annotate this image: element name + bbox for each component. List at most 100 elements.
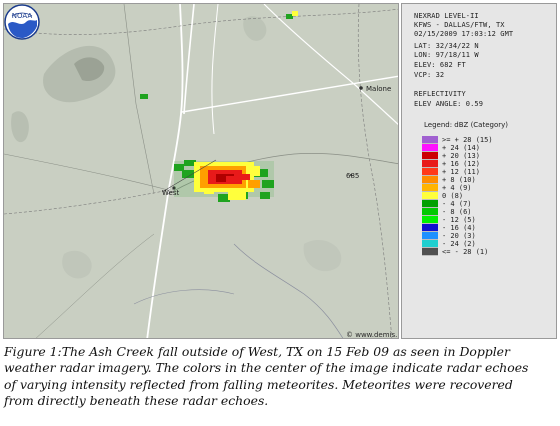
highway bbox=[183, 4, 195, 115]
radar-site: KFWS - DALLAS/FTW, TX bbox=[414, 21, 505, 29]
road bbox=[211, 4, 219, 135]
legend-label: <= - 28 (1) bbox=[442, 248, 489, 256]
legend-label: + 12 (11) bbox=[442, 168, 480, 176]
legend-swatch bbox=[422, 248, 438, 256]
legend-row: + 8 (10) bbox=[422, 176, 532, 184]
caption-line: weather radar imagery. The colors in the… bbox=[4, 360, 529, 376]
highway bbox=[181, 75, 398, 113]
echo-red bbox=[242, 174, 250, 180]
creek bbox=[133, 289, 235, 305]
legend-swatch bbox=[422, 240, 438, 248]
legend-row: + 24 (14) bbox=[422, 144, 532, 152]
legend-label: + 20 (13) bbox=[442, 152, 480, 160]
radar-echo-cluster bbox=[174, 160, 274, 202]
echo-green-small bbox=[286, 14, 293, 19]
legend-swatch bbox=[422, 200, 438, 208]
road bbox=[161, 159, 217, 193]
legend-label: + 8 (10) bbox=[442, 176, 476, 184]
legend-row: - 24 (2) bbox=[422, 240, 532, 248]
legend-swatch bbox=[422, 224, 438, 232]
echo-green bbox=[260, 192, 270, 199]
terrain-patch bbox=[303, 239, 342, 272]
map-background bbox=[4, 4, 398, 338]
echo-red bbox=[226, 176, 238, 184]
legend-label: - 4 (7) bbox=[442, 200, 472, 208]
echo-yellow bbox=[228, 190, 246, 200]
site-elevation: ELEV: 682 FT bbox=[414, 61, 466, 69]
echo-green bbox=[262, 180, 274, 188]
figure-caption: Figure 1:The Ash Creek fall outside of W… bbox=[4, 344, 556, 410]
echo-green bbox=[218, 194, 230, 202]
legend-row: - 8 (6) bbox=[422, 208, 532, 216]
echo-green bbox=[182, 170, 196, 178]
town-label-malone: Malone bbox=[366, 85, 392, 93]
legend-swatch bbox=[422, 192, 438, 200]
road bbox=[4, 153, 169, 191]
echo-green bbox=[254, 169, 268, 177]
legend-label: >= + 28 (15) bbox=[442, 136, 493, 144]
legend-label: + 16 (12) bbox=[442, 160, 480, 168]
legend-swatch bbox=[422, 208, 438, 216]
legend-label: 0 (8) bbox=[442, 192, 464, 200]
site-longitude: LON: 97/18/11 W bbox=[414, 51, 479, 59]
town-label-west: West bbox=[162, 189, 180, 197]
caption-line: of varying intensity reflected from fall… bbox=[4, 376, 513, 392]
legend-row: + 4 (9) bbox=[422, 184, 532, 192]
legend-swatch bbox=[422, 176, 438, 184]
town-dot-west bbox=[172, 186, 176, 190]
legend-swatch bbox=[422, 136, 438, 144]
terrain-patch bbox=[243, 16, 267, 41]
scan-timestamp: 02/15/2009 17:03:12 GMT bbox=[414, 30, 514, 38]
product-name: NEXRAD LEVEL-II bbox=[414, 12, 479, 20]
legend-swatch bbox=[422, 216, 438, 224]
echo-yellow-small bbox=[292, 11, 298, 16]
legend-row: <= - 28 (1) bbox=[422, 248, 532, 256]
echo-orange bbox=[248, 180, 260, 188]
legend-row: + 16 (12) bbox=[422, 160, 532, 168]
legend-label: + 24 (14) bbox=[442, 144, 480, 152]
caption-line: from directly beneath these radar echoes… bbox=[4, 393, 269, 409]
caption-line: Figure 1:The Ash Creek fall outside of W… bbox=[4, 344, 510, 359]
legend-label: - 16 (4) bbox=[442, 224, 476, 232]
echo-yellow bbox=[204, 188, 214, 194]
legend-title: Legend: dBZ (Category) bbox=[424, 121, 508, 129]
legend-swatch bbox=[422, 160, 438, 168]
legend-row: + 12 (11) bbox=[422, 168, 532, 176]
town-dot-685 bbox=[350, 174, 352, 176]
site-latitude: LAT: 32/34/22 N bbox=[414, 42, 479, 50]
legend-row: - 4 (7) bbox=[422, 200, 532, 208]
echo-green bbox=[184, 160, 196, 166]
legend-swatch bbox=[422, 144, 438, 152]
road bbox=[263, 4, 398, 125]
legend-label: - 12 (5) bbox=[442, 216, 476, 224]
legend-swatch bbox=[422, 232, 438, 240]
road bbox=[123, 4, 155, 195]
legend-swatch bbox=[422, 168, 438, 176]
legend-label: - 20 (3) bbox=[442, 232, 476, 240]
vcp: VCP: 32 bbox=[414, 71, 445, 79]
road-label-685: 685 bbox=[346, 172, 360, 180]
radar-map: Malone West 685 © www.demis.nl NOAA bbox=[3, 3, 399, 339]
elevation-angle: ELEV ANGLE: 0.59 bbox=[414, 100, 484, 108]
creek bbox=[233, 243, 344, 338]
terrain-patch bbox=[74, 57, 105, 82]
legend-row: 0 (8) bbox=[422, 192, 532, 200]
echo-darkred bbox=[216, 174, 234, 182]
product-type: REFLECTIVITY bbox=[414, 90, 466, 98]
county-boundary bbox=[4, 188, 175, 215]
terrain-patch bbox=[62, 250, 92, 279]
echo-green bbox=[174, 164, 184, 171]
legend-label: + 4 (9) bbox=[442, 184, 472, 192]
legend-row: - 16 (4) bbox=[422, 224, 532, 232]
legend-swatch bbox=[422, 184, 438, 192]
noaa-logo-text: NOAA bbox=[12, 12, 33, 20]
legend-row: + 20 (13) bbox=[422, 152, 532, 160]
highway bbox=[146, 4, 184, 338]
legend-row: - 20 (3) bbox=[422, 232, 532, 240]
legend-swatch bbox=[422, 152, 438, 160]
legend-row: >= + 28 (15) bbox=[422, 136, 532, 144]
map-copyright: © www.demis.nl bbox=[346, 331, 399, 339]
noaa-logo: NOAA bbox=[4, 4, 40, 40]
legend-label: - 24 (2) bbox=[442, 240, 476, 248]
county-boundary bbox=[4, 8, 398, 35]
